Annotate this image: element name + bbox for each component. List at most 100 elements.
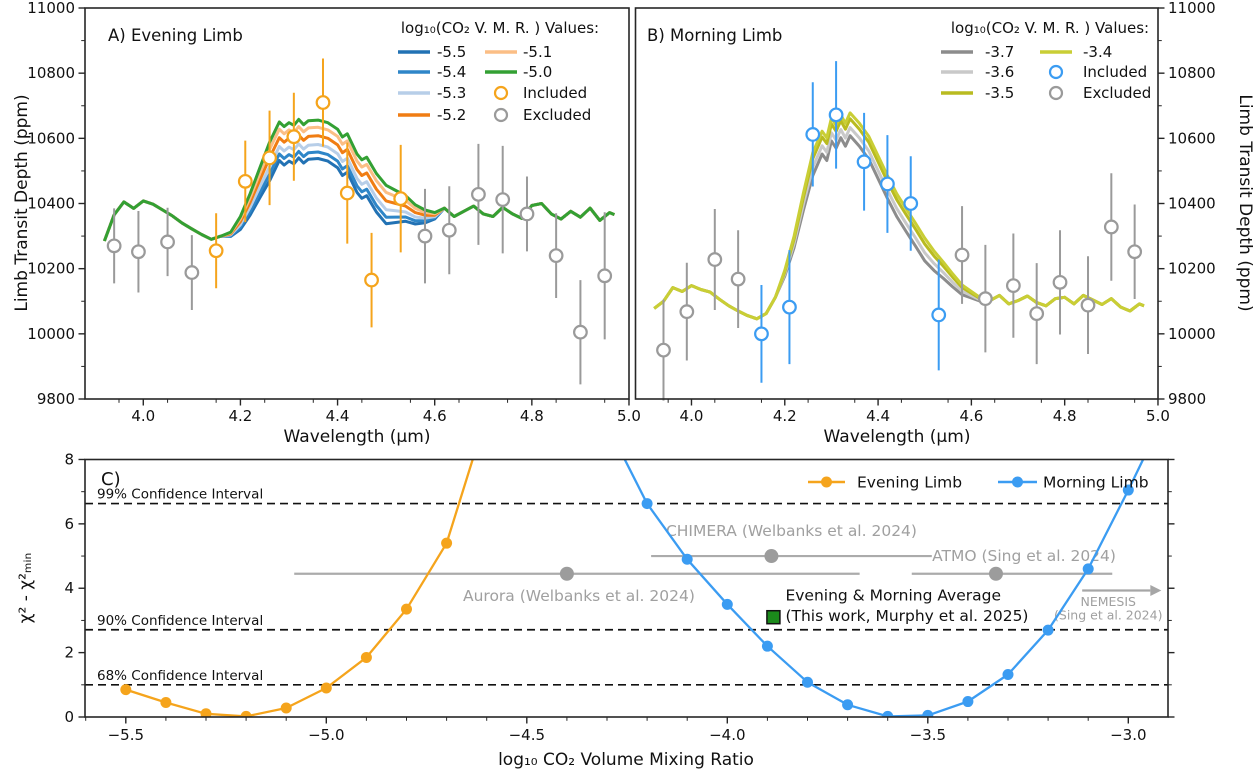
legend-title: log₁₀(CO₂ V. M. R. ) Values: [401,19,599,37]
reference-chimera: CHIMERA (Welbanks et al. 2024) [651,522,932,564]
legend-marker-excluded [493,107,509,123]
legend-marker-included [1048,64,1064,80]
legend-label--5.4: -5.4 [437,63,466,81]
y-tick-label: 10400 [27,195,75,213]
chi2-curve-evening [125,459,474,717]
y-tick-label: 6 [64,515,74,533]
x-tick-label: −4.5 [509,726,545,744]
chi2-point [641,498,653,510]
excluded-point [679,304,695,320]
excluded-point [707,252,723,267]
chi2-point [240,710,252,717]
panel-c-y-axis-label: χ² - χ²ₘᵢₙ [16,552,36,624]
chi2-point [681,553,693,565]
legend-label--5.2: -5.2 [437,106,466,124]
this-work-label: Evening & Morning Average [785,586,1001,604]
included-point [754,326,769,342]
y-tick-label: 11000 [27,0,75,17]
legend-label--3.6: -3.6 [985,63,1014,81]
legend-title: log₁₀(CO₂ V. M. R. ) Values: [951,19,1149,37]
excluded-point [471,186,486,202]
left-y-axis-label: Limb Transit Depth (ppm) [12,94,32,312]
right-arrow-icon [1150,584,1162,596]
panel-a-x-axis-label: Wavelength (μm) [283,427,431,447]
included-point [903,196,919,211]
included-point [828,107,844,123]
legend-marker-included [493,85,509,101]
excluded-point [417,228,433,244]
legend-label--3.5: -3.5 [985,84,1014,102]
x-tick-label: 4.4 [326,407,350,425]
included-point [237,173,253,189]
panel-b-title: B) Morning Limb [647,26,783,45]
legend-label--5.0: -5.0 [523,63,552,81]
chi2-point [280,702,292,714]
included-point [880,176,895,192]
chi2-point [962,696,974,708]
reference-atmo: ATMO (Sing et al. 2024) [911,547,1116,581]
legend-label-excluded: Excluded [523,106,591,124]
model-curves [653,111,1145,321]
excluded-point [730,271,746,287]
x-tick-label: 4.0 [131,407,155,425]
y-tick-label: 10000 [27,325,75,343]
panel-a: 4.0 4.2 4.4 4.6 4.8 5.0 9800 10000 10200 10400 106… [27,0,641,425]
chi2-point [842,699,854,711]
y-tick-label: 10200 [1168,260,1216,278]
model-curves [102,117,615,242]
y-tick-label: 10600 [1168,129,1216,147]
x-tick-label: 4.8 [520,407,544,425]
y-tick-label: 9800 [37,390,75,408]
y-tick-label: 10800 [27,64,75,82]
included-point [208,243,224,259]
included-point [782,299,797,315]
included-point [856,154,872,170]
excluded-point [573,324,588,340]
reference-label: ATMO (Sing et al. 2024) [932,547,1116,565]
y-tick-label: 10000 [1168,325,1216,343]
chi2-point [882,710,894,717]
excluded-point [597,268,613,284]
x-tick-label: 5.0 [617,407,641,425]
y-tick-label: 10800 [1168,64,1216,82]
x-tick-label: −5.0 [308,726,344,744]
x-tick-label: −3.0 [1110,726,1146,744]
y-tick-label: 2 [64,644,74,662]
legend-marker [821,476,832,488]
chi2-point [922,709,934,717]
model-curve--3.7 [653,134,1145,321]
excluded-point [1080,297,1096,313]
legend-label--3.7: -3.7 [985,43,1014,61]
excluded-point [184,265,200,280]
included-point [364,272,379,288]
legend-marker-excluded [1048,85,1064,101]
chi2-point [401,603,412,615]
x-tick-label: −5.5 [108,726,144,744]
confidence-line-label: 90% Confidence Interval [97,613,263,629]
excluded-point [1127,244,1143,260]
chi2-point [802,676,813,688]
panel-c: 99% Confidence Interval 90% Confidence In… [64,450,1175,744]
x-tick-label: 4.8 [1053,407,1077,425]
chi2-point [1002,669,1014,681]
included-point [393,191,409,207]
x-tick-label: 4.2 [228,407,252,425]
chi2-point [1042,624,1054,636]
chi2-point [200,708,212,717]
legend-label-excluded: Excluded [1083,84,1151,102]
reference-label: CHIMERA (Welbanks et al. 2024) [666,522,917,540]
chi2-point [761,640,773,652]
y-tick-label: 4 [64,579,74,597]
legend-label-included: Included [523,84,587,102]
included-point [315,95,331,110]
y-tick-label: 10400 [1168,195,1216,213]
x-tick-label: −4.0 [709,726,745,744]
legend-label--3.4: -3.4 [1083,43,1112,61]
included-point [931,307,947,323]
excluded-point [131,244,146,260]
legend-label-evening: Evening Limb [857,474,962,492]
legend-label-morning: Morning Limb [1043,474,1149,492]
legend-marker [1012,476,1023,488]
right-y-axis-label: Limb Transit Depth (ppm) [1235,94,1255,312]
excluded-point [160,234,175,250]
